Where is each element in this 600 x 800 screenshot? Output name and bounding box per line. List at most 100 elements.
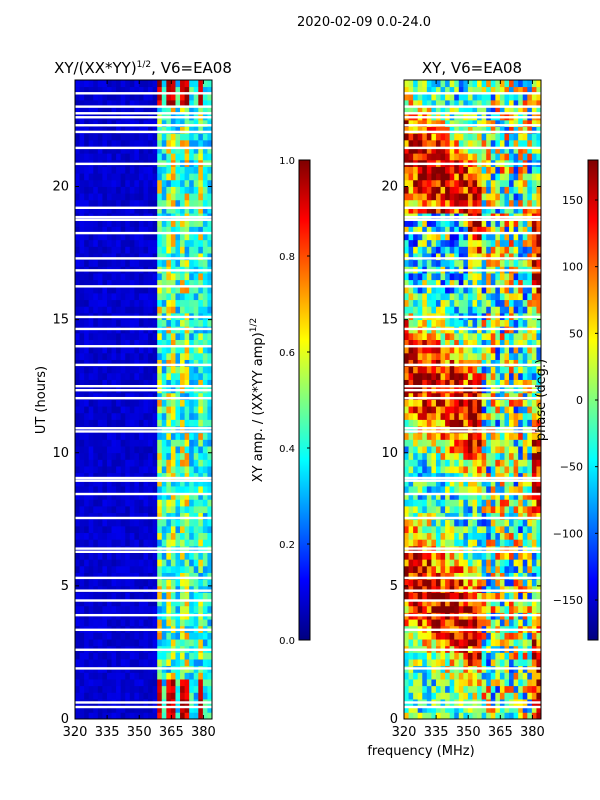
amp-heatmap-cell (202, 319, 208, 327)
amp-heatmap-cell (152, 466, 158, 474)
phase-heatmap-cell (481, 599, 487, 607)
amp-heatmap-cell (148, 572, 154, 580)
phase-heatmap-cell (495, 439, 501, 447)
amp-heatmap-cell (180, 519, 185, 527)
amp-heatmap-cell (138, 572, 144, 580)
amp-heatmap-cell (138, 179, 144, 187)
phase-heatmap-cell (454, 479, 460, 487)
phase-heatmap-cell (426, 632, 432, 640)
amp-heatmap-cell (184, 166, 190, 174)
phase-heatmap-cell (431, 672, 437, 680)
phase-heatmap-cell (440, 412, 446, 420)
amp-heatmap-cell (84, 426, 90, 434)
phase-heatmap-cell (458, 499, 464, 507)
amp-heatmap-cell (111, 319, 117, 327)
phase-heatmap-cell (445, 432, 451, 440)
amp-heatmap-cell (166, 339, 172, 347)
amp-heatmap-cell (75, 492, 80, 500)
amp-heatmap-cell (75, 605, 80, 613)
amp-heatmap-cell (138, 426, 144, 434)
phase-heatmap-cell (417, 293, 423, 301)
amp-heatmap-cell (79, 119, 85, 127)
amp-heatmap-cell (88, 286, 94, 294)
phase-heatmap-cell (404, 639, 409, 647)
amp-heatmap-cell (180, 506, 185, 514)
amp-heatmap-cell (120, 186, 126, 194)
amp-heatmap-cell (125, 153, 131, 161)
phase-heatmap-cell (499, 359, 505, 367)
phase-heatmap-cell (413, 399, 419, 407)
amp-heatmap-cell (134, 153, 140, 161)
phase-heatmap-cell (408, 392, 414, 400)
amp-heatmap-cell (170, 419, 176, 427)
amp-heatmap-cell (79, 599, 85, 607)
amp-heatmap-cell (193, 679, 199, 687)
amp-heatmap-cell (79, 352, 85, 360)
phase-heatmap-cell (435, 459, 441, 467)
phase-heatmap-cell (417, 592, 423, 600)
amp-heatmap-cell (93, 199, 99, 207)
amp-heatmap-cell (189, 565, 195, 573)
amp-flagged-row (75, 576, 212, 580)
amp-heatmap-cell (102, 226, 108, 234)
phase-heatmap-cell (404, 466, 409, 474)
amp-heatmap-cell (138, 599, 144, 607)
amp-heatmap-cell (184, 539, 190, 547)
phase-heatmap-cell (467, 293, 473, 301)
amp-heatmap-cell (143, 339, 149, 347)
phase-heatmap-cell (536, 446, 542, 454)
phase-heatmap-cell (518, 639, 524, 647)
amp-heatmap-cell (116, 486, 122, 494)
amp-heatmap-cell (180, 452, 185, 460)
phase-heatmap-cell (527, 579, 533, 587)
amp-heatmap-cell (184, 246, 190, 254)
amp-heatmap-cell (157, 565, 163, 573)
phase-heatmap-cell (417, 339, 423, 347)
phase-heatmap-cell (531, 679, 537, 687)
amp-heatmap-cell (129, 99, 135, 108)
amp-heatmap-cell (88, 519, 94, 527)
amp-heatmap-cell (202, 352, 208, 360)
amp-heatmap-cell (148, 426, 154, 434)
amp-heatmap-cell (157, 306, 163, 314)
phase-heatmap-cell (490, 379, 496, 387)
amp-heatmap-cell (143, 486, 149, 494)
amp-heatmap-cell (129, 319, 135, 327)
phase-heatmap-cell (477, 412, 483, 420)
phase-heatmap-cell (413, 579, 419, 587)
amp-heatmap-cell (161, 179, 167, 187)
phase-heatmap-cell (435, 639, 441, 647)
phase-heatmap-cell (454, 419, 460, 427)
phase-heatmap-cell (422, 512, 428, 520)
phase-heatmap-cell (481, 379, 487, 387)
amp-heatmap-cell (88, 173, 94, 181)
amp-heatmap-cell (148, 406, 154, 414)
phase-heatmap-cell (531, 286, 537, 294)
amp-heatmap-cell (88, 592, 94, 600)
amp-heatmap-cell (207, 332, 213, 340)
phase-heatmap-cell (449, 672, 455, 680)
phase-heatmap-cell (531, 712, 537, 720)
phase-heatmap-cell (504, 339, 510, 347)
amp-heatmap-cell (75, 532, 80, 540)
phase-heatmap-cell (417, 459, 423, 467)
amp-heatmap-cell (125, 585, 131, 593)
phase-heatmap-cell (426, 286, 432, 294)
amp-heatmap-cell (148, 532, 154, 540)
amp-heatmap-cell (97, 579, 103, 587)
phase-heatmap-cell (477, 579, 483, 587)
amp-heatmap-cell (189, 219, 195, 227)
amp-heatmap-cell (143, 532, 149, 540)
phase-heatmap-cell (435, 486, 441, 494)
phase-heatmap-cell (454, 685, 460, 693)
phase-heatmap-cell (422, 432, 428, 440)
amp-heatmap-cell (202, 93, 208, 101)
phase-heatmap-cell (458, 532, 464, 540)
amp-heatmap-cell (189, 246, 195, 254)
phase-heatmap-cell (454, 452, 460, 460)
amp-heatmap-cell (88, 233, 94, 241)
amp-heatmap-cell (125, 532, 131, 540)
phase-heatmap-cell (449, 379, 455, 387)
amp-heatmap-cell (166, 173, 172, 181)
phase-heatmap-cell (518, 452, 524, 460)
